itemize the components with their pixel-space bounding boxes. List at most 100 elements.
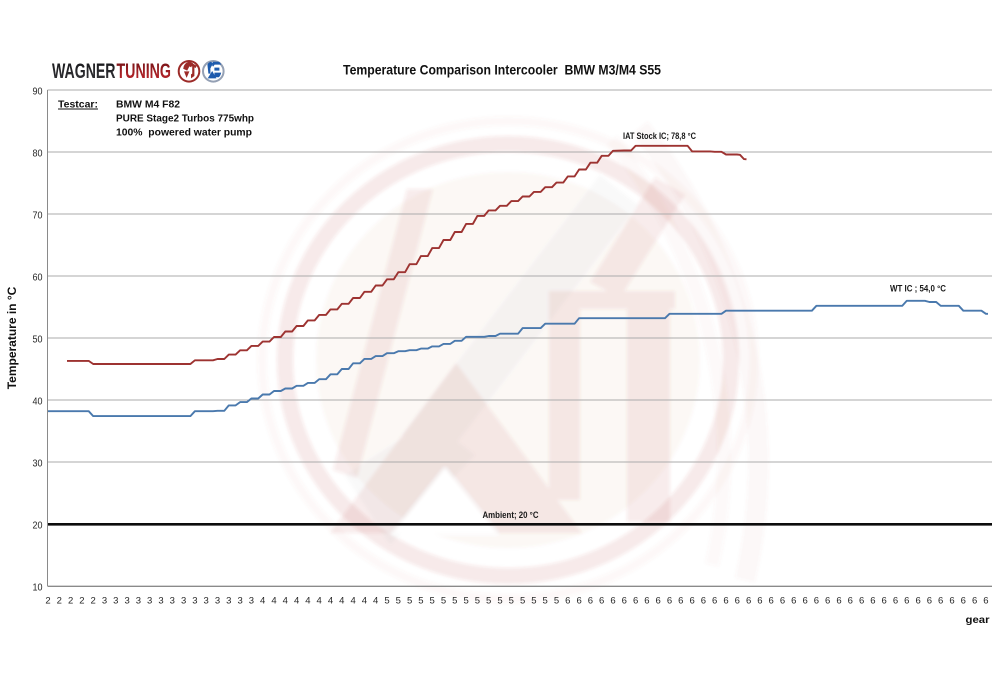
svg-text:3: 3 xyxy=(192,595,197,606)
svg-text:6: 6 xyxy=(882,595,887,606)
svg-text:6: 6 xyxy=(712,595,717,606)
svg-text:40: 40 xyxy=(33,397,43,408)
svg-text:5: 5 xyxy=(554,595,559,606)
svg-text:6: 6 xyxy=(893,595,898,606)
svg-text:3: 3 xyxy=(181,595,186,606)
svg-text:20: 20 xyxy=(33,521,43,532)
svg-text:60: 60 xyxy=(33,273,43,284)
svg-text:6: 6 xyxy=(972,595,977,606)
svg-text:5: 5 xyxy=(418,595,423,606)
svg-text:Temperature in °C: Temperature in °C xyxy=(5,286,19,389)
svg-text:3: 3 xyxy=(249,595,254,606)
svg-text:2: 2 xyxy=(57,595,62,606)
svg-text:5: 5 xyxy=(407,595,412,606)
svg-text:6: 6 xyxy=(757,595,762,606)
svg-text:6: 6 xyxy=(588,595,593,606)
svg-text:5: 5 xyxy=(463,595,468,606)
svg-text:6: 6 xyxy=(622,595,627,606)
svg-text:6: 6 xyxy=(746,595,751,606)
svg-text:6: 6 xyxy=(802,595,807,606)
svg-text:2: 2 xyxy=(45,595,50,606)
svg-text:6: 6 xyxy=(565,595,570,606)
svg-text:6: 6 xyxy=(983,595,988,606)
svg-text:4: 4 xyxy=(260,595,265,606)
svg-text:6: 6 xyxy=(644,595,649,606)
svg-text:3: 3 xyxy=(136,595,141,606)
svg-text:2: 2 xyxy=(79,595,84,606)
svg-text:6: 6 xyxy=(938,595,943,606)
svg-text:4: 4 xyxy=(317,595,322,606)
svg-text:4: 4 xyxy=(305,595,310,606)
svg-text:6: 6 xyxy=(701,595,706,606)
svg-text:BMW M4 F82: BMW M4 F82 xyxy=(116,100,180,111)
svg-text:4: 4 xyxy=(271,595,276,606)
svg-text:WT IC ; 54,0 °C: WT IC ; 54,0 °C xyxy=(890,284,946,294)
svg-text:6: 6 xyxy=(870,595,875,606)
svg-text:50: 50 xyxy=(33,335,43,346)
svg-text:3: 3 xyxy=(147,595,152,606)
svg-text:3: 3 xyxy=(124,595,129,606)
svg-text:6: 6 xyxy=(576,595,581,606)
svg-text:5: 5 xyxy=(430,595,435,606)
svg-text:70: 70 xyxy=(33,211,43,222)
svg-text:3: 3 xyxy=(226,595,231,606)
svg-text:6: 6 xyxy=(723,595,728,606)
svg-text:6: 6 xyxy=(927,595,932,606)
svg-text:5: 5 xyxy=(396,595,401,606)
svg-text:5: 5 xyxy=(452,595,457,606)
svg-text:6: 6 xyxy=(791,595,796,606)
svg-text:6: 6 xyxy=(859,595,864,606)
svg-text:6: 6 xyxy=(656,595,661,606)
svg-text:3: 3 xyxy=(113,595,118,606)
svg-text:3: 3 xyxy=(204,595,209,606)
svg-text:6: 6 xyxy=(915,595,920,606)
svg-text:PURE Stage2 Turbos 775whp: PURE Stage2 Turbos 775whp xyxy=(116,114,254,125)
svg-text:6: 6 xyxy=(769,595,774,606)
svg-text:6: 6 xyxy=(667,595,672,606)
svg-text:6: 6 xyxy=(904,595,909,606)
svg-text:3: 3 xyxy=(215,595,220,606)
svg-text:TUNING: TUNING xyxy=(117,60,172,83)
svg-text:WAGNER: WAGNER xyxy=(52,60,116,83)
svg-text:6: 6 xyxy=(689,595,694,606)
svg-text:5: 5 xyxy=(531,595,536,606)
svg-text:5: 5 xyxy=(509,595,514,606)
svg-text:5: 5 xyxy=(475,595,480,606)
svg-text:Ambient; 20 °C: Ambient; 20 °C xyxy=(483,510,539,520)
svg-text:6: 6 xyxy=(780,595,785,606)
svg-text:6: 6 xyxy=(610,595,615,606)
svg-text:5: 5 xyxy=(441,595,446,606)
svg-text:4: 4 xyxy=(283,595,288,606)
svg-text:5: 5 xyxy=(520,595,525,606)
svg-text:2: 2 xyxy=(68,595,73,606)
svg-text:80: 80 xyxy=(33,149,43,160)
svg-text:4: 4 xyxy=(339,595,344,606)
svg-text:IAT Stock IC; 78,8 °C: IAT Stock IC; 78,8 °C xyxy=(623,131,696,141)
svg-text:6: 6 xyxy=(825,595,830,606)
svg-text:10: 10 xyxy=(33,583,43,594)
svg-text:4: 4 xyxy=(373,595,378,606)
svg-text:4: 4 xyxy=(362,595,367,606)
svg-text:3: 3 xyxy=(170,595,175,606)
svg-text:5: 5 xyxy=(486,595,491,606)
svg-text:Testcar:: Testcar: xyxy=(58,100,98,111)
svg-text:6: 6 xyxy=(848,595,853,606)
svg-text:3: 3 xyxy=(237,595,242,606)
svg-text:4: 4 xyxy=(350,595,355,606)
svg-text:4: 4 xyxy=(294,595,299,606)
svg-text:100% powered water pump: 100% powered water pump xyxy=(116,128,252,139)
svg-text:gear: gear xyxy=(966,614,990,626)
svg-text:Temperature Comparison Interco: Temperature Comparison Intercooler BMW M… xyxy=(343,62,661,78)
svg-text:6: 6 xyxy=(678,595,683,606)
svg-text:5: 5 xyxy=(543,595,548,606)
svg-text:6: 6 xyxy=(949,595,954,606)
svg-text:6: 6 xyxy=(961,595,966,606)
svg-text:6: 6 xyxy=(836,595,841,606)
svg-text:5: 5 xyxy=(384,595,389,606)
svg-text:6: 6 xyxy=(814,595,819,606)
svg-text:3: 3 xyxy=(102,595,107,606)
svg-text:6: 6 xyxy=(633,595,638,606)
svg-text:5: 5 xyxy=(497,595,502,606)
svg-text:6: 6 xyxy=(599,595,604,606)
svg-text:90: 90 xyxy=(33,87,43,98)
